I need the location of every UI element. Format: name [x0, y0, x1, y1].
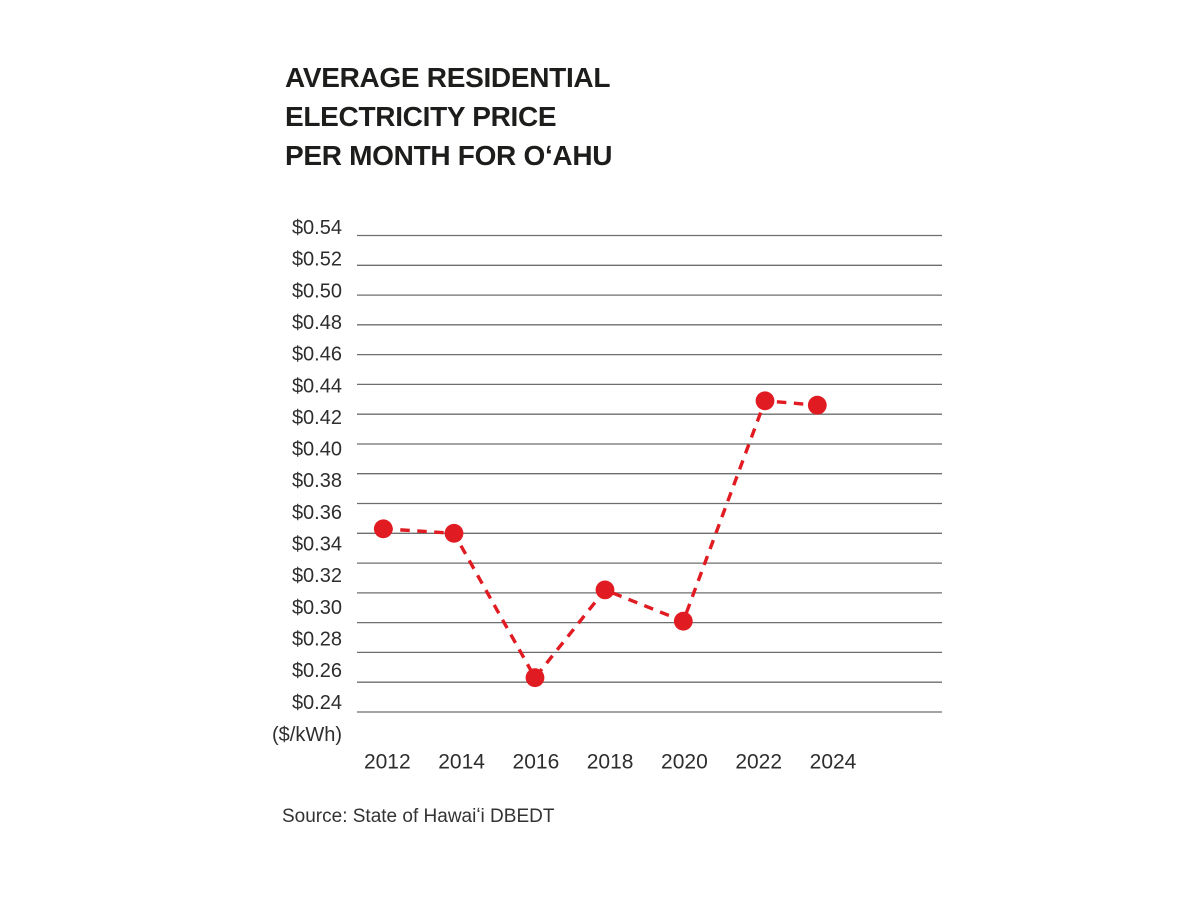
y-tick-label: $0.26	[292, 660, 342, 682]
y-tick-label: $0.50	[292, 280, 342, 302]
y-tick-label: $0.42	[292, 407, 342, 429]
data-point-2014	[444, 523, 464, 543]
y-tick-label: $0.54	[292, 217, 342, 239]
x-tick-label: 2018	[587, 751, 634, 774]
x-tick-label: 2022	[735, 751, 782, 774]
y-tick-label: $0.52	[292, 249, 342, 271]
chart-title-line-1: AVERAGE RESIDENTIAL	[285, 62, 611, 93]
y-tick-label: $0.38	[292, 470, 342, 492]
y-axis-unit-label: ($/kWh)	[272, 724, 342, 746]
chart-title-line-3: PER MONTH FOR OʻAHU	[285, 140, 613, 171]
y-tick-label: $0.34	[292, 534, 342, 556]
data-point-2022	[755, 391, 775, 411]
y-tick-label: $0.46	[292, 344, 342, 366]
chart-title: AVERAGE RESIDENTIAL ELECTRICITY PRICE PE…	[285, 58, 612, 175]
data-point-2024	[807, 395, 827, 415]
x-tick-label: 2024	[810, 751, 857, 774]
source-credit: Source: State of Hawaiʻi DBEDT	[282, 806, 555, 827]
x-tick-label: 2020	[661, 751, 708, 774]
y-tick-label: $0.28	[292, 629, 342, 651]
y-tick-label: $0.24	[292, 692, 342, 714]
x-tick-label: 2014	[438, 751, 485, 774]
y-tick-label: $0.36	[292, 502, 342, 524]
data-point-2018	[595, 580, 615, 600]
x-tick-label: 2012	[364, 751, 411, 774]
x-tick-label: 2016	[513, 751, 560, 774]
y-tick-label: $0.32	[292, 565, 342, 587]
data-point-2020	[673, 611, 693, 631]
y-tick-label: $0.30	[292, 597, 342, 619]
data-point-2012	[373, 519, 393, 539]
chart-title-line-2: ELECTRICITY PRICE	[285, 101, 557, 132]
y-tick-label: $0.44	[292, 375, 342, 397]
data-point-2016	[525, 668, 545, 688]
y-tick-label: $0.48	[292, 312, 342, 334]
y-tick-label: $0.40	[292, 439, 342, 461]
